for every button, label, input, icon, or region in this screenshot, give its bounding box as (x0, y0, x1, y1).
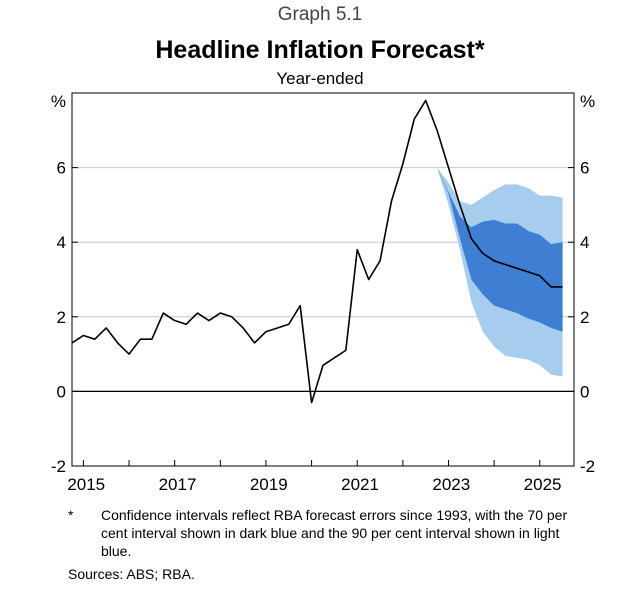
y-tick-label-right: -2 (580, 457, 595, 476)
x-tick-label: 2025 (524, 475, 562, 494)
y-tick-label-right: 0 (580, 382, 589, 401)
confidence-band-70 (437, 167, 563, 332)
x-tick-label: 2015 (67, 475, 105, 494)
y-tick-label-left: 4 (57, 233, 66, 252)
chart-canvas: -2 -2 0 0 2 2 4 4 6 6% % 2015 2017 2019 2021 2023 2025 (51, 92, 595, 494)
x-tick-label: 2021 (341, 475, 379, 494)
x-tick-label: 2017 (159, 475, 197, 494)
footnote-marker: * (68, 507, 74, 523)
y-tick-label-left: 2 (57, 308, 66, 327)
x-tick-label: 2019 (250, 475, 288, 494)
inflation-line (71, 99, 563, 404)
chart-subtitle: Year-ended (276, 69, 364, 88)
y-tick-label-right: 6 (580, 159, 589, 178)
sources-note: Sources: ABS; RBA. (68, 566, 195, 582)
y-unit-left: % (51, 92, 66, 111)
graph-number: Graph 5.1 (277, 4, 363, 25)
y-tick-label-left: 6 (57, 159, 66, 178)
y-unit-right: % (580, 92, 595, 111)
y-tick-label-left: 0 (57, 382, 66, 401)
plot-frame (71, 92, 575, 467)
y-tick-label-right: 2 (580, 308, 589, 327)
chart-title: Headline Inflation Forecast* (155, 36, 485, 64)
x-tick-label: 2023 (432, 475, 470, 494)
y-tick-label-left: -2 (51, 457, 66, 476)
y-tick-label-right: 4 (580, 233, 589, 252)
footnote-text: Confidence intervals reflect RBA forecas… (101, 507, 568, 559)
